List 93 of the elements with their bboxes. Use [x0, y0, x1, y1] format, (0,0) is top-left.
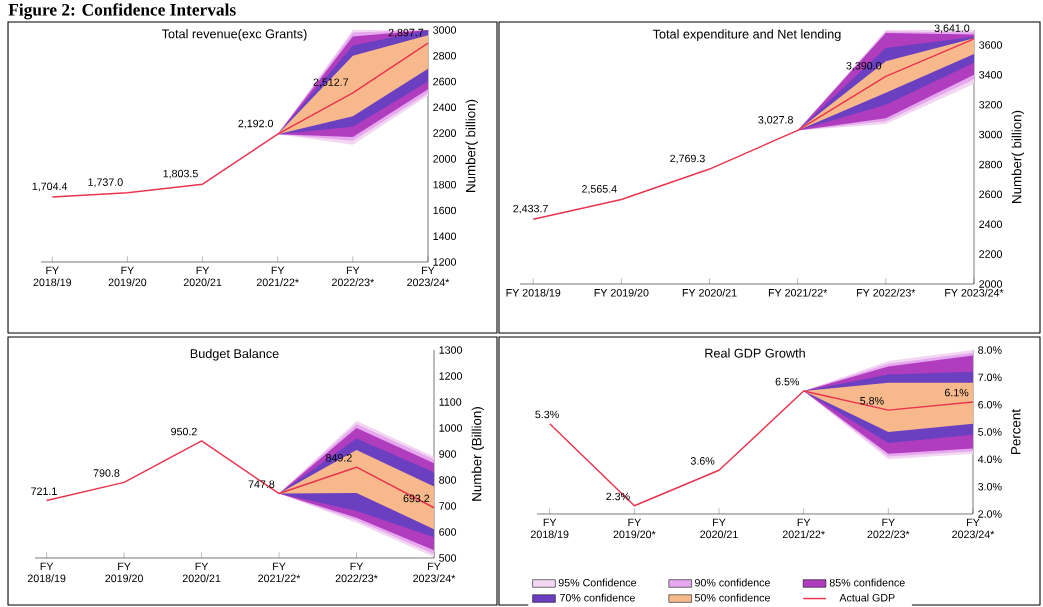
data-label: 950.2 — [171, 427, 197, 436]
x-tick-label: FY 2021/22* — [256, 266, 299, 287]
x-tick-label: FY 2021/22* — [768, 288, 828, 297]
y-tick-label: 1400 — [433, 232, 457, 240]
x-tick-label: FY 2019/20 — [108, 266, 147, 287]
y-tick-label: 500 — [439, 554, 457, 562]
x-tick-label: FY 2018/19 — [33, 266, 72, 287]
x-tick-label: FY 2023/24* — [413, 562, 456, 583]
data-label: 3.6% — [690, 457, 715, 465]
y-axis-title: Percent — [1011, 409, 1021, 454]
data-label: 6.1% — [944, 388, 969, 397]
chart-title: Budget Balance — [190, 348, 279, 361]
legend-label: 85% confidence — [829, 578, 905, 587]
data-label: 2,433.7 — [513, 204, 548, 214]
y-tick-label: 1600 — [433, 206, 457, 215]
y-tick-label: 600 — [439, 528, 457, 536]
legend-label: 70% confidence — [560, 593, 635, 602]
x-tick-label: FY 2022/23* — [332, 266, 375, 287]
x-tick-label: FY 2023/24* — [945, 288, 1004, 297]
data-label: 790.8 — [93, 469, 120, 477]
x-tick-label: FY 2022/23* — [857, 288, 916, 297]
y-tick-label: 700 — [439, 502, 457, 510]
data-label: 2,565.4 — [582, 185, 617, 194]
y-tick-label: 2.0% — [978, 510, 1002, 518]
data-label: 5.8% — [860, 396, 884, 405]
y-tick-label: 5.0% — [978, 428, 1002, 436]
y-tick-label: 1000 — [439, 424, 463, 432]
x-tick-label: FY 2022/23* — [335, 562, 378, 583]
y-tick-label: 1100 — [439, 398, 462, 406]
y-tick-label: 1800 — [433, 180, 457, 189]
data-label: 721.1 — [31, 487, 57, 495]
y-axis-title: Number (Billion) — [471, 407, 485, 501]
y-tick-label: 2800 — [979, 160, 1003, 169]
x-tick-label: FY 2018/19 — [506, 288, 561, 297]
y-tick-label: 3000 — [433, 26, 457, 34]
x-tick-label: FY 2022/23* — [867, 518, 910, 539]
y-tick-label: 2400 — [433, 103, 457, 112]
data-label: 2,192.0 — [238, 119, 274, 129]
data-label: 1,737.0 — [88, 178, 123, 188]
y-axis-title: Number( billion) — [1011, 110, 1025, 203]
legend-label: 50% confidence — [694, 593, 770, 602]
x-tick-label: FY 2018/19 — [27, 562, 66, 583]
x-tick-label: FY 2019/20 — [594, 288, 649, 297]
x-tick-label: FY 2023/24* — [407, 266, 450, 287]
data-label: 3,027.8 — [758, 116, 793, 125]
y-tick-label: 7.0% — [978, 373, 1002, 382]
y-tick-label: 3000 — [979, 130, 1003, 139]
y-tick-label: 2800 — [433, 52, 457, 60]
chart-title: Total revenue(exc Grants) — [161, 29, 307, 41]
y-tick-label: 3.0% — [978, 482, 1002, 491]
text: Figure 2: Confidence Intervals — [8, 3, 236, 20]
y-tick-label: 1300 — [439, 346, 463, 354]
data-label: 2,769.3 — [670, 154, 705, 164]
y-tick-label: 4.0% — [977, 455, 1002, 464]
y-tick-label: 2400 — [979, 220, 1003, 228]
data-label: 1,704.4 — [32, 182, 68, 192]
x-tick-label: FY 2021/22* — [782, 518, 825, 539]
x-tick-label: FY 2020/21 — [682, 288, 737, 297]
y-axis-title: Number( billion) — [465, 99, 479, 192]
y-tick-label: 2200 — [979, 250, 1003, 258]
y-tick-label: 3400 — [979, 71, 1003, 79]
chart-title: Real GDP Growth — [705, 348, 805, 358]
chart-title: Total expenditure and Net lending — [652, 29, 841, 42]
data-label: 1,803.5 — [163, 169, 198, 179]
x-tick-label: FY 2020/21 — [700, 518, 738, 539]
y-tick-label: 6.0% — [978, 400, 1002, 409]
x-tick-label: FY 2019/20* — [613, 518, 656, 539]
y-tick-label: 800 — [439, 476, 457, 484]
legend-label: 90% confidence — [695, 578, 770, 587]
data-label: 693.2 — [403, 494, 430, 503]
y-tick-label: 2000 — [433, 155, 457, 163]
x-tick-label: FY 2020/21 — [182, 562, 221, 583]
y-tick-label: 8.0% — [978, 346, 1002, 354]
data-label: 5.3% — [535, 410, 559, 419]
data-label: 3,641.0 — [934, 24, 970, 34]
y-tick-label: 1200 — [433, 258, 457, 266]
y-tick-label: 2200 — [433, 129, 457, 137]
y-tick-label: 2600 — [433, 77, 457, 86]
data-label: 6.5% — [775, 377, 800, 386]
data-label: 2,897.7 — [388, 28, 424, 38]
x-tick-label: FY 2021/22* — [258, 562, 301, 583]
legend-label: Actual GDP — [839, 593, 895, 602]
y-tick-label: 2600 — [979, 190, 1003, 199]
y-tick-label: 2000 — [979, 280, 1003, 288]
x-tick-label: FY 2019/20 — [105, 562, 143, 583]
y-tick-label: 1200 — [439, 372, 463, 380]
y-tick-label: 3200 — [979, 100, 1003, 109]
x-tick-label: FY 2020/21 — [183, 266, 222, 287]
y-tick-label: 900 — [439, 450, 457, 458]
x-tick-label: FY 2018/19 — [530, 518, 569, 539]
y-tick-label: 3600 — [979, 41, 1003, 49]
x-tick-label: FY 2023/24* — [952, 518, 995, 539]
legend-label: 95% Confidence — [558, 578, 637, 587]
